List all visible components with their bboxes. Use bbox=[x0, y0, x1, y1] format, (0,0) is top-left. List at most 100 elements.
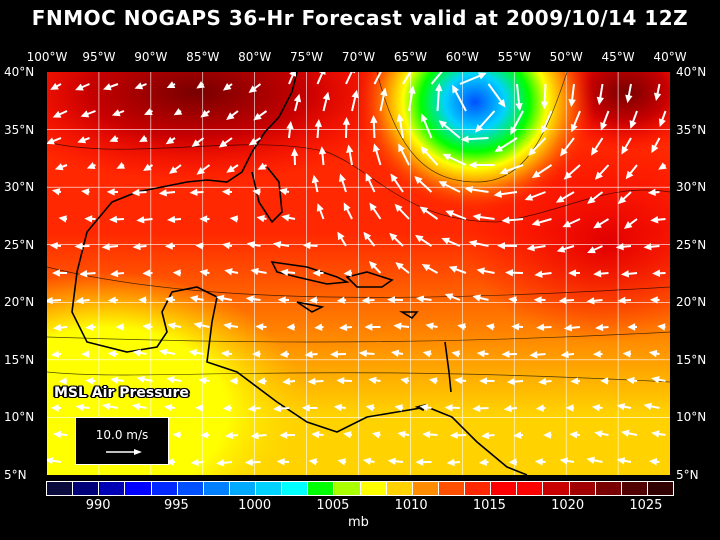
wind-arrow-head bbox=[372, 143, 380, 153]
wind-arrow-head bbox=[570, 377, 579, 385]
wind-arrow-head bbox=[172, 431, 181, 439]
wind-arrow-head bbox=[255, 323, 264, 331]
wind-arrow-head bbox=[257, 377, 266, 385]
lon-label: 100°W bbox=[26, 50, 68, 64]
wind-arrow-head bbox=[476, 349, 485, 358]
lon-label: 40°W bbox=[653, 50, 687, 64]
wind-arrow-head bbox=[420, 113, 428, 123]
wind-arrow-head bbox=[333, 403, 343, 412]
lat-label: 5°N bbox=[4, 468, 27, 482]
wind-arrow-head bbox=[627, 323, 636, 331]
wind-arrow-head bbox=[286, 121, 294, 130]
wind-arrow-head bbox=[196, 81, 205, 89]
pressure-map bbox=[47, 72, 670, 475]
wind-arrow-head bbox=[438, 120, 448, 129]
wind-arrow-head bbox=[107, 296, 116, 304]
wind-arrow-head bbox=[77, 136, 87, 144]
wind-arrow-head bbox=[58, 215, 67, 223]
wind-arrow-head bbox=[485, 323, 495, 331]
wind-arrow-head bbox=[625, 94, 633, 104]
wind-arrow-head bbox=[309, 296, 318, 304]
wind-arrow-head bbox=[110, 376, 119, 384]
wind-arrow-head bbox=[400, 377, 409, 385]
wind-arrow-head bbox=[115, 323, 124, 331]
wind-arrow-head bbox=[216, 459, 225, 467]
wind-arrow-head bbox=[425, 322, 434, 330]
wind-arrow-head bbox=[136, 216, 145, 224]
wind-arrow-head bbox=[652, 269, 661, 277]
wind-arrow-head bbox=[165, 136, 175, 145]
wind-arrow-head bbox=[74, 242, 83, 250]
wind-arrow-head bbox=[337, 458, 346, 466]
wind-arrow-head bbox=[444, 293, 454, 301]
wind-arrow-head bbox=[396, 113, 404, 122]
colorbar-swatch bbox=[465, 482, 491, 495]
colorbar-swatch bbox=[386, 482, 412, 495]
wind-arrow-head bbox=[103, 83, 112, 91]
high-pressure-west bbox=[47, 72, 417, 182]
wind-arrow-head bbox=[116, 161, 126, 169]
wind-arrow-head bbox=[475, 124, 484, 133]
wind-arrow-head bbox=[421, 264, 431, 272]
wind-arrow-head bbox=[365, 404, 375, 412]
colorbar bbox=[46, 481, 674, 496]
wind-arrow-head bbox=[199, 215, 208, 223]
lat-label: 10°N bbox=[4, 410, 35, 425]
wind-arrow-head bbox=[273, 404, 282, 413]
wind-arrow-head bbox=[454, 376, 463, 385]
wind-arrow-head bbox=[143, 163, 152, 172]
wind-arrow-head bbox=[620, 429, 630, 437]
wind-arrow-head bbox=[47, 137, 55, 145]
wind-arrow-head bbox=[648, 349, 658, 358]
lat-label: 30°N bbox=[676, 180, 707, 195]
colorbar-swatch bbox=[360, 482, 386, 495]
wind-arrow-head bbox=[109, 215, 118, 224]
wind-arrow-head bbox=[139, 135, 148, 143]
wind-arrow bbox=[402, 72, 412, 85]
wind-arrow-head bbox=[596, 96, 605, 106]
wind-arrow-head bbox=[193, 321, 202, 329]
colorbar-swatch bbox=[595, 482, 621, 495]
wind-arrow-head bbox=[330, 350, 338, 358]
wind-arrow-head bbox=[58, 377, 67, 385]
wind-arrow-head bbox=[221, 241, 231, 250]
wind-arrow-head bbox=[80, 110, 90, 118]
wind-arrow-head bbox=[594, 171, 603, 180]
lon-label: 45°W bbox=[601, 50, 635, 64]
wind-arrow-head bbox=[501, 216, 510, 224]
wind-arrow-head bbox=[220, 350, 229, 358]
wind-arrow-head bbox=[159, 348, 168, 356]
wind-arrow-head bbox=[497, 242, 506, 250]
wind-arrow-head bbox=[445, 210, 454, 218]
wind-arrow-head bbox=[568, 99, 576, 108]
colorbar-units: mb bbox=[348, 515, 369, 530]
wind-arrow-head bbox=[199, 268, 208, 277]
wind-arrow-head bbox=[590, 147, 599, 156]
wind-arrow-head bbox=[250, 432, 259, 440]
wind-arrow-head bbox=[515, 103, 523, 112]
wind-arrow-head bbox=[111, 109, 121, 117]
wind-arrow-head bbox=[196, 167, 205, 175]
wind-arrow-head bbox=[620, 270, 630, 278]
colorbar-swatch bbox=[203, 482, 229, 495]
wind-arrow-head bbox=[531, 218, 541, 227]
wind-arrow-head bbox=[75, 296, 84, 305]
wind-arrow-head bbox=[451, 350, 460, 358]
wind-arrow-head bbox=[508, 296, 517, 304]
wind-arrow-head bbox=[49, 242, 58, 250]
wind-arrow-head bbox=[658, 162, 667, 170]
wind-arrow-head bbox=[286, 323, 295, 331]
colorbar-swatch bbox=[569, 482, 595, 495]
wind-arrow-head bbox=[52, 110, 62, 118]
wind-arrow-head bbox=[131, 188, 140, 197]
wind-arrow-head bbox=[371, 431, 381, 439]
wind-arrow-head bbox=[505, 269, 514, 277]
colorbar-swatch bbox=[334, 482, 360, 495]
vector-reference-label: 10.0 m/s bbox=[95, 428, 149, 442]
vector-reference-box: 10.0 m/s bbox=[75, 417, 169, 465]
wind-arrow bbox=[430, 72, 443, 85]
wind-arrow-head bbox=[415, 295, 425, 303]
wind-arrow-head bbox=[651, 144, 659, 154]
lon-label: 80°W bbox=[238, 50, 272, 64]
wind-arrow-head bbox=[419, 403, 429, 412]
